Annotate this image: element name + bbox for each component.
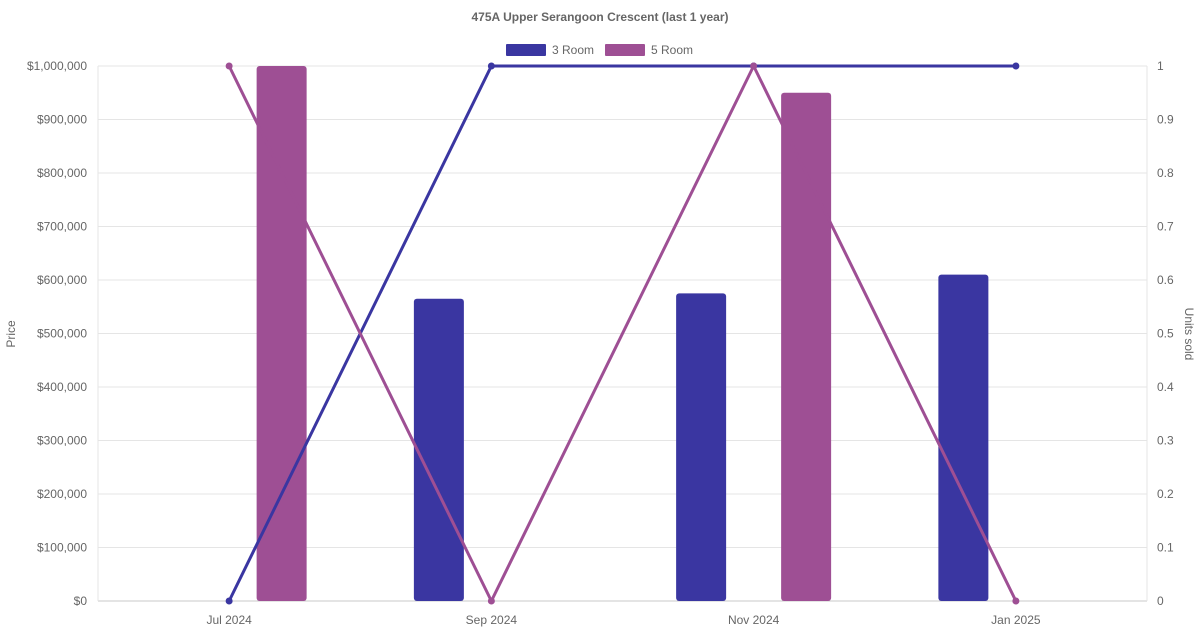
chart-title: 475A Upper Serangoon Crescent (last 1 ye… xyxy=(472,10,729,24)
left-axis-title: Price xyxy=(4,320,18,348)
right-tick-label: 0.9 xyxy=(1157,113,1174,127)
bar-3-room[interactable] xyxy=(413,298,464,601)
point-3-room[interactable] xyxy=(225,597,233,605)
legend: 3 Room 5 Room xyxy=(506,43,693,57)
point-3-room[interactable] xyxy=(487,62,495,70)
left-tick-label: $800,000 xyxy=(37,166,87,180)
left-tick-label: $500,000 xyxy=(37,327,87,341)
left-tick-label: $200,000 xyxy=(37,487,87,501)
legend-label-5-room: 5 Room xyxy=(651,43,693,57)
left-tick-label: $600,000 xyxy=(37,273,87,287)
bar-5-room[interactable] xyxy=(256,66,307,601)
right-tick-label: 0.8 xyxy=(1157,166,1174,180)
right-tick-label: 0.7 xyxy=(1157,220,1174,234)
legend-item-5-room[interactable]: 5 Room xyxy=(605,43,693,57)
point-5-room[interactable] xyxy=(225,62,233,70)
right-tick-label: 0.4 xyxy=(1157,380,1174,394)
bars xyxy=(256,66,989,601)
right-tick-label: 1 xyxy=(1157,59,1164,73)
x-tick-label: Jan 2025 xyxy=(991,613,1041,627)
left-axis-ticks: $0 $100,000 $200,000 $300,000 $400,000 $500,0… xyxy=(27,59,87,608)
left-tick-label: $0 xyxy=(74,594,88,608)
left-tick-label: $1,000,000 xyxy=(27,59,87,73)
x-tick-label: Nov 2024 xyxy=(728,613,780,627)
right-tick-label: 0.2 xyxy=(1157,487,1174,501)
point-3-room[interactable] xyxy=(1012,62,1020,70)
right-tick-label: 0.3 xyxy=(1157,434,1174,448)
right-tick-label: 0.6 xyxy=(1157,273,1174,287)
point-5-room[interactable] xyxy=(750,62,758,70)
point-5-room[interactable] xyxy=(1012,597,1020,605)
legend-item-3-room[interactable]: 3 Room xyxy=(506,43,594,57)
left-tick-label: $300,000 xyxy=(37,434,87,448)
x-axis-ticks: Jul 2024 Sep 2024 Nov 2024 Jan 2025 xyxy=(206,613,1040,627)
left-tick-label: $100,000 xyxy=(37,541,87,555)
legend-label-3-room: 3 Room xyxy=(552,43,594,57)
legend-swatch-3-room xyxy=(506,44,546,56)
line-5-room xyxy=(227,62,1018,605)
right-axis-ticks: 0 0.1 0.2 0.3 0.4 0.5 0.6 0.7 0.8 0.9 1 xyxy=(1157,59,1174,608)
bar-3-room[interactable] xyxy=(676,293,727,601)
right-tick-label: 0.1 xyxy=(1157,541,1174,555)
x-tick-label: Sep 2024 xyxy=(466,613,518,627)
right-axis-title: Units sold xyxy=(1182,308,1196,361)
left-tick-label: $700,000 xyxy=(37,220,87,234)
left-tick-label: $900,000 xyxy=(37,113,87,127)
bar-5-room[interactable] xyxy=(781,92,832,601)
legend-swatch-5-room xyxy=(605,44,645,56)
left-tick-label: $400,000 xyxy=(37,380,87,394)
right-tick-label: 0 xyxy=(1157,594,1164,608)
point-5-room[interactable] xyxy=(487,597,495,605)
right-tick-label: 0.5 xyxy=(1157,327,1174,341)
lines xyxy=(225,62,1020,605)
x-tick-label: Jul 2024 xyxy=(206,613,252,627)
bar-3-room[interactable] xyxy=(938,274,989,601)
